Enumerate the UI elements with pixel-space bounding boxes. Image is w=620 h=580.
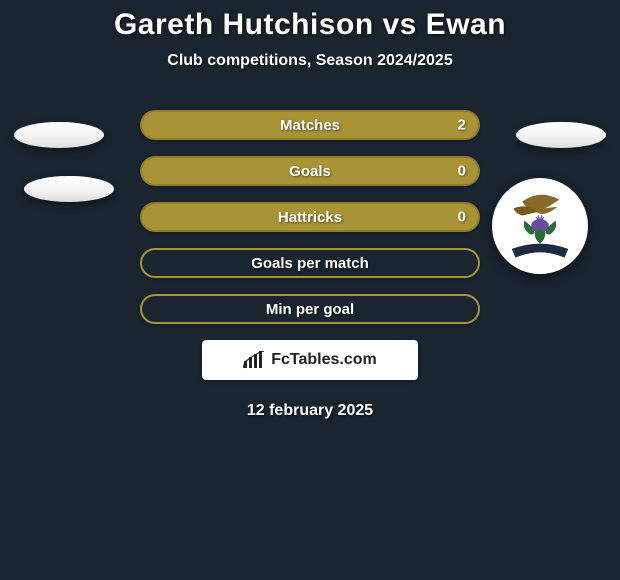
source-logo-text: FcTables.com [271,351,377,369]
player-right-chip-1 [516,122,606,148]
player-left-chip-2 [24,176,114,202]
stat-label: Hattricks [278,209,342,226]
stat-row-goals-per-match: Goals per match [140,248,480,278]
stat-row-min-per-goal: Min per goal [140,294,480,324]
page-title: Gareth Hutchison vs Ewan [0,8,620,42]
stat-value-right: 2 [458,117,466,134]
stats-list: Matches 2 Goals 0 Hattricks 0 Goals per match M… [140,110,480,324]
club-badge [492,178,588,274]
source-logo: FcTables.com [202,340,418,380]
bar-chart-icon [243,351,265,369]
stat-row-matches: Matches 2 [140,110,480,140]
stat-label: Goals [289,163,331,180]
stat-label: Goals per match [251,255,369,272]
stat-row-goals: Goals 0 [140,156,480,186]
stat-label: Min per goal [266,301,354,318]
stat-label: Matches [280,117,340,134]
stat-row-hattricks: Hattricks 0 [140,202,480,232]
subtitle: Club competitions, Season 2024/2025 [0,52,620,70]
stat-value-right: 0 [458,163,466,180]
stat-value-right: 0 [458,209,466,226]
card: Gareth Hutchison vs Ewan Club competitio… [0,0,620,580]
player-left-chip-1 [14,122,104,148]
club-crest-icon [496,182,584,270]
date-label: 12 february 2025 [0,402,620,420]
